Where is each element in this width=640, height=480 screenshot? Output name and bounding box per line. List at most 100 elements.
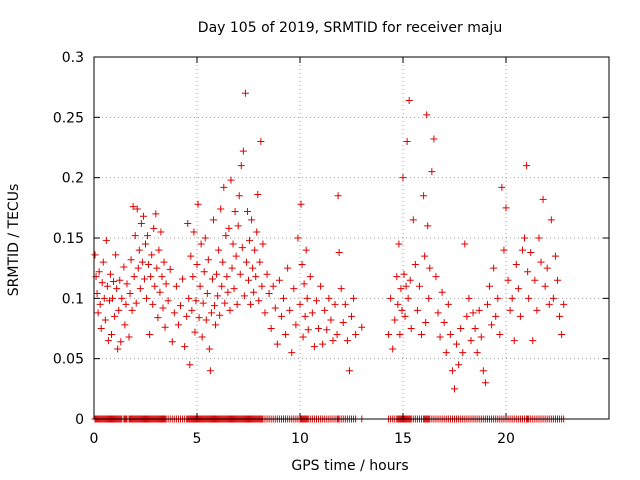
data-point: [549, 294, 557, 302]
data-point: [126, 290, 134, 298]
data-point: [415, 282, 423, 290]
data-point: [252, 273, 260, 281]
data-point: [125, 333, 133, 341]
data-point: [273, 340, 281, 348]
data-point: [158, 273, 166, 281]
data-point: [190, 228, 198, 236]
data-point: [477, 333, 485, 341]
y-tick-label: 0.3: [62, 50, 84, 66]
data-point: [249, 264, 257, 272]
data-point: [299, 333, 307, 341]
data-point: [298, 261, 306, 269]
data-point: [166, 265, 174, 273]
data-point: [164, 297, 172, 305]
data-point: [432, 273, 440, 281]
y-tick-label: 0.15: [53, 231, 84, 247]
data-point: [453, 340, 461, 348]
data-point: [422, 318, 430, 326]
data-point: [230, 285, 238, 293]
data-point: [143, 294, 151, 302]
data-point: [284, 264, 292, 272]
data-point: [516, 312, 524, 320]
data-point: [208, 275, 216, 283]
data-point: [196, 282, 204, 290]
data-point: [134, 264, 142, 272]
x-tick-label: 20: [497, 431, 515, 447]
data-point: [245, 276, 252, 284]
data-point: [389, 345, 397, 353]
data-point: [325, 294, 333, 302]
data-point: [440, 318, 448, 326]
data-point: [315, 325, 323, 332]
data-point: [100, 294, 108, 302]
data-point: [269, 282, 277, 290]
data-point: [195, 314, 203, 322]
y-tick-labels: 0 0.05 0.1 0.15 0.2 0.25 0.3: [53, 50, 84, 428]
data-point: [267, 325, 275, 332]
data-point: [184, 220, 192, 228]
data-point: [217, 205, 225, 213]
data-point: [146, 331, 154, 339]
data-point: [396, 331, 404, 339]
data-point: [221, 299, 229, 307]
data-point: [471, 325, 479, 332]
data-point: [319, 340, 327, 348]
data-point: [406, 276, 414, 284]
data-point: [409, 216, 417, 224]
data-point: [301, 312, 309, 320]
data-point: [198, 333, 206, 341]
data-point: [192, 297, 200, 305]
data-point: [98, 279, 106, 287]
data-point: [352, 331, 360, 339]
data-point: [556, 312, 564, 320]
data-point: [138, 258, 146, 266]
data-point: [94, 309, 102, 317]
data-point: [385, 331, 393, 339]
data-point: [155, 246, 163, 254]
data-point: [250, 288, 258, 296]
data-point: [446, 331, 454, 339]
data-point: [277, 312, 285, 320]
data-point: [397, 285, 405, 293]
data-point: [257, 137, 265, 145]
data-point: [157, 228, 165, 236]
data-point: [99, 258, 107, 266]
data-point: [479, 367, 487, 375]
data-point: [207, 309, 215, 317]
data-point: [473, 349, 481, 357]
data-point: [116, 276, 124, 284]
data-point: [122, 300, 130, 308]
data-point: [229, 240, 237, 248]
data-point: [154, 314, 162, 322]
data-point: [524, 268, 532, 276]
data-point: [312, 297, 320, 305]
data-point: [123, 280, 131, 288]
data-point: [527, 248, 535, 256]
data-point: [258, 282, 266, 290]
data-point: [306, 273, 314, 281]
data-point: [402, 282, 410, 290]
data-point: [118, 294, 126, 302]
data-point: [145, 261, 153, 269]
data-point: [393, 273, 401, 281]
data-point: [296, 300, 304, 308]
data-point: [451, 385, 458, 393]
data-point: [241, 89, 249, 97]
data-point: [531, 276, 539, 284]
data-point: [448, 367, 456, 375]
grid-lines: [94, 57, 609, 419]
data-point: [541, 282, 549, 290]
data-point: [109, 294, 117, 302]
data-points: [91, 89, 568, 393]
data-point: [179, 275, 187, 283]
data-point: [317, 282, 325, 290]
data-point: [400, 270, 408, 278]
data-point: [498, 183, 506, 191]
x-axis-label: GPS time / hours: [291, 458, 408, 474]
x-tick-labels: 0 5 10 15 20: [90, 431, 515, 447]
data-point: [233, 300, 241, 308]
data-point: [186, 361, 194, 369]
data-point: [151, 282, 159, 290]
data-point: [500, 246, 508, 254]
